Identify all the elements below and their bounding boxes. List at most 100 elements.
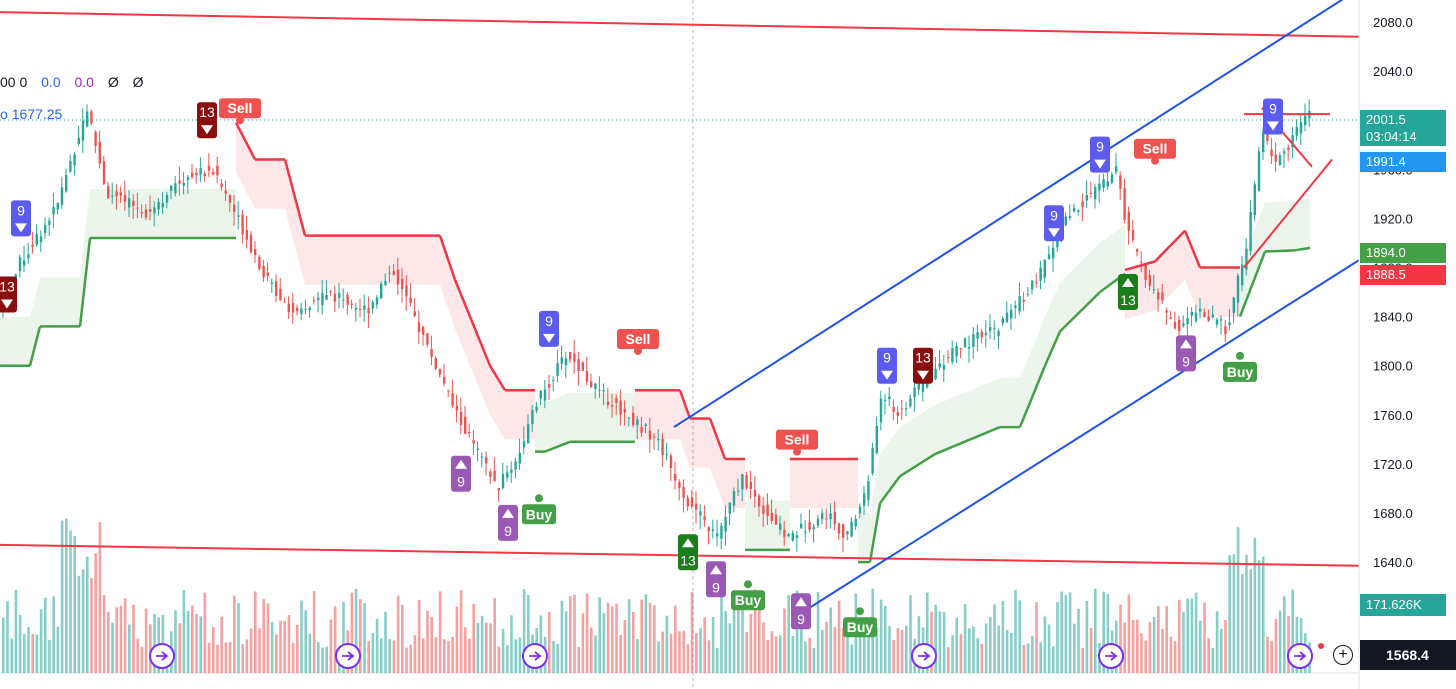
td-marker-count: 9	[1269, 101, 1277, 117]
volume-bar	[556, 643, 559, 673]
volume-bar	[60, 520, 64, 673]
candle-body	[1224, 326, 1227, 334]
volume-bar	[44, 597, 47, 673]
candle-body	[1249, 211, 1252, 252]
candle-body	[1068, 216, 1072, 218]
td-marker-box	[1263, 98, 1283, 135]
candle-body	[140, 212, 143, 214]
candle-body	[1001, 318, 1004, 324]
candle-body	[611, 405, 614, 407]
volume-bar	[1232, 554, 1236, 673]
candle-body	[52, 206, 55, 215]
volume-bar	[972, 626, 975, 673]
candle-body	[997, 331, 1000, 337]
supertrend-down-segment	[438, 235, 457, 281]
td-marker-count: 9	[883, 350, 891, 366]
arrow-up-icon	[795, 597, 807, 607]
volume-bar	[111, 622, 114, 673]
volume-bar	[1077, 608, 1080, 673]
supertrend-band	[40, 277, 45, 327]
volume-bar	[627, 599, 631, 673]
supertrend-band	[1045, 282, 1060, 366]
candle-body	[186, 177, 190, 181]
candle-body	[619, 400, 622, 415]
volume-bar	[770, 631, 774, 673]
volume-bar	[136, 638, 139, 673]
volume-bar	[993, 604, 996, 673]
volume-bar	[703, 617, 706, 673]
volume-bar	[396, 595, 400, 673]
level-tag-2: 1894.0	[1360, 243, 1446, 263]
candle-body	[73, 154, 76, 166]
candle-body	[623, 408, 626, 413]
volume-bar	[1131, 620, 1135, 673]
supertrend-up-segment	[934, 425, 1001, 456]
y-tick-label: 1760.0	[1373, 408, 1413, 423]
candle-body	[1278, 155, 1282, 166]
candle-body	[1052, 247, 1055, 259]
y-axis[interactable]: 2080.02040.02000.01960.01920.01880.01840…	[1358, 0, 1456, 689]
volume-bar	[1211, 647, 1215, 673]
volume-bar	[1119, 604, 1122, 673]
volume-bar	[787, 595, 790, 673]
supertrend-down-segment	[283, 159, 307, 236]
sell-signal-dot	[236, 116, 244, 125]
volume-bar	[606, 602, 610, 673]
supertrend-band	[1060, 267, 1075, 332]
candle-body	[531, 410, 534, 425]
volume-bar	[816, 592, 820, 673]
candle-body	[598, 389, 601, 391]
volume-bar	[594, 635, 597, 673]
level-tag-1: 1991.4	[1360, 152, 1446, 172]
add-plus-icon[interactable]: +	[1333, 645, 1353, 665]
volume-bar	[1106, 594, 1110, 673]
supertrend-down-segment	[1124, 260, 1156, 272]
volume-bar	[892, 640, 895, 673]
candle-body	[753, 490, 757, 497]
volume-bar	[800, 619, 803, 673]
candle-body	[1245, 248, 1248, 270]
event-arrow-icon	[342, 651, 355, 661]
candle-body	[44, 224, 47, 233]
event-icons[interactable]	[149, 643, 1324, 669]
candle-body	[921, 382, 925, 392]
y-axis-background	[1359, 0, 1456, 689]
candle-body	[69, 161, 72, 172]
volume-bar	[657, 641, 660, 673]
candle-body	[81, 120, 85, 141]
volume-bar	[1165, 605, 1168, 673]
supertrend-down-segment	[488, 365, 507, 391]
arrow-up-icon	[710, 565, 722, 575]
candle-body	[354, 307, 358, 310]
volume-bar	[249, 628, 253, 673]
candle-body	[1115, 166, 1118, 173]
volume-bar	[434, 637, 438, 673]
volume-bar	[31, 633, 34, 673]
supertrend-up-segment	[899, 453, 936, 478]
sell-signal-label: Sell	[626, 331, 651, 347]
volume-bar	[308, 633, 312, 673]
supertrend-band	[1185, 230, 1200, 317]
volume-bar	[527, 594, 530, 673]
candle-body	[774, 514, 778, 525]
candle-body	[564, 358, 568, 366]
candle-body	[396, 269, 400, 285]
candle-body	[207, 165, 211, 171]
volume-bar	[1035, 602, 1038, 673]
candle-body	[1199, 308, 1202, 312]
candle-body	[758, 495, 761, 507]
candle-body	[1169, 317, 1172, 320]
candle-body	[846, 531, 849, 535]
candle-body	[1102, 179, 1105, 188]
volume-bar	[1060, 591, 1063, 673]
candle-body	[1148, 274, 1151, 286]
candle-body	[560, 357, 563, 364]
candle-body	[1136, 249, 1139, 252]
td-marker-box	[791, 593, 811, 630]
volume-bar	[119, 605, 123, 673]
volume-bar	[1262, 556, 1265, 673]
candle-body	[959, 348, 962, 350]
volume-bar	[144, 608, 148, 673]
volume-bar	[39, 609, 43, 673]
